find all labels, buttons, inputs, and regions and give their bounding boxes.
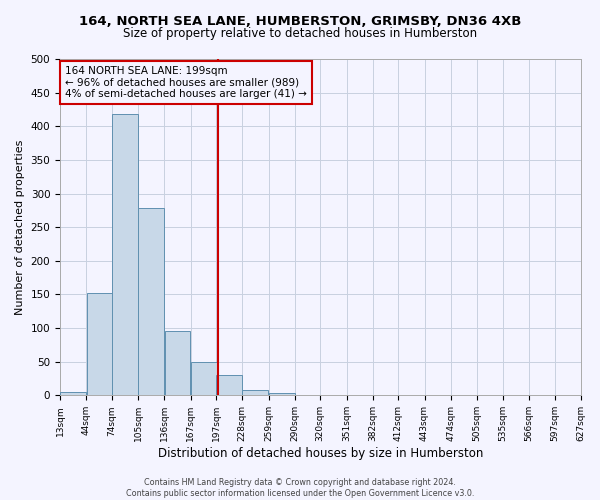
Bar (138, 208, 164, 396)
Bar (60, 392, 86, 396)
Bar (112, 114, 138, 396)
Text: 164 NORTH SEA LANE: 199sqm
← 96% of detached houses are smaller (989)
4% of semi: 164 NORTH SEA LANE: 199sqm ← 96% of deta… (65, 66, 307, 99)
Bar (164, 332, 190, 396)
Text: Size of property relative to detached houses in Humberston: Size of property relative to detached ho… (123, 28, 477, 40)
Text: Contains HM Land Registry data © Crown copyright and database right 2024.
Contai: Contains HM Land Registry data © Crown c… (126, 478, 474, 498)
Bar (191, 362, 217, 396)
Bar (216, 375, 242, 396)
Bar (242, 390, 268, 396)
Text: 164, NORTH SEA LANE, HUMBERSTON, GRIMSBY, DN36 4XB: 164, NORTH SEA LANE, HUMBERSTON, GRIMSBY… (79, 15, 521, 28)
X-axis label: Distribution of detached houses by size in Humberston: Distribution of detached houses by size … (158, 447, 483, 460)
Y-axis label: Number of detached properties: Number of detached properties (15, 140, 25, 315)
Bar (86, 293, 112, 396)
Bar (269, 394, 295, 396)
